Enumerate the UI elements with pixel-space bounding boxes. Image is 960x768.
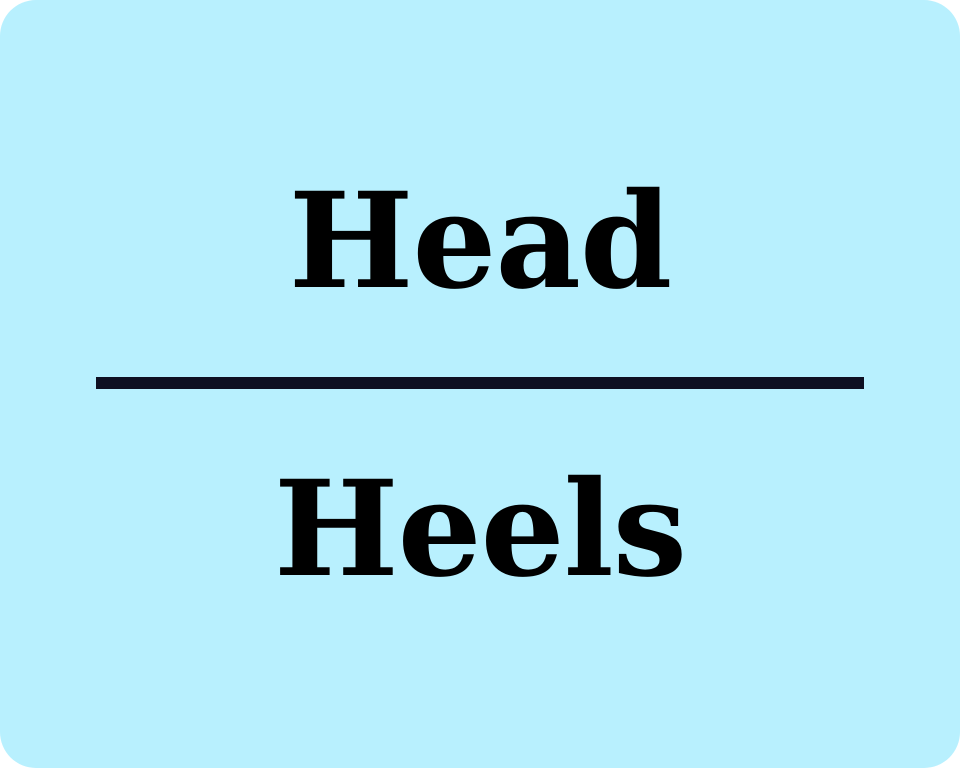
top-word: Head xyxy=(288,164,673,319)
bottom-word: Heels xyxy=(273,452,687,607)
divider-line xyxy=(96,377,864,389)
